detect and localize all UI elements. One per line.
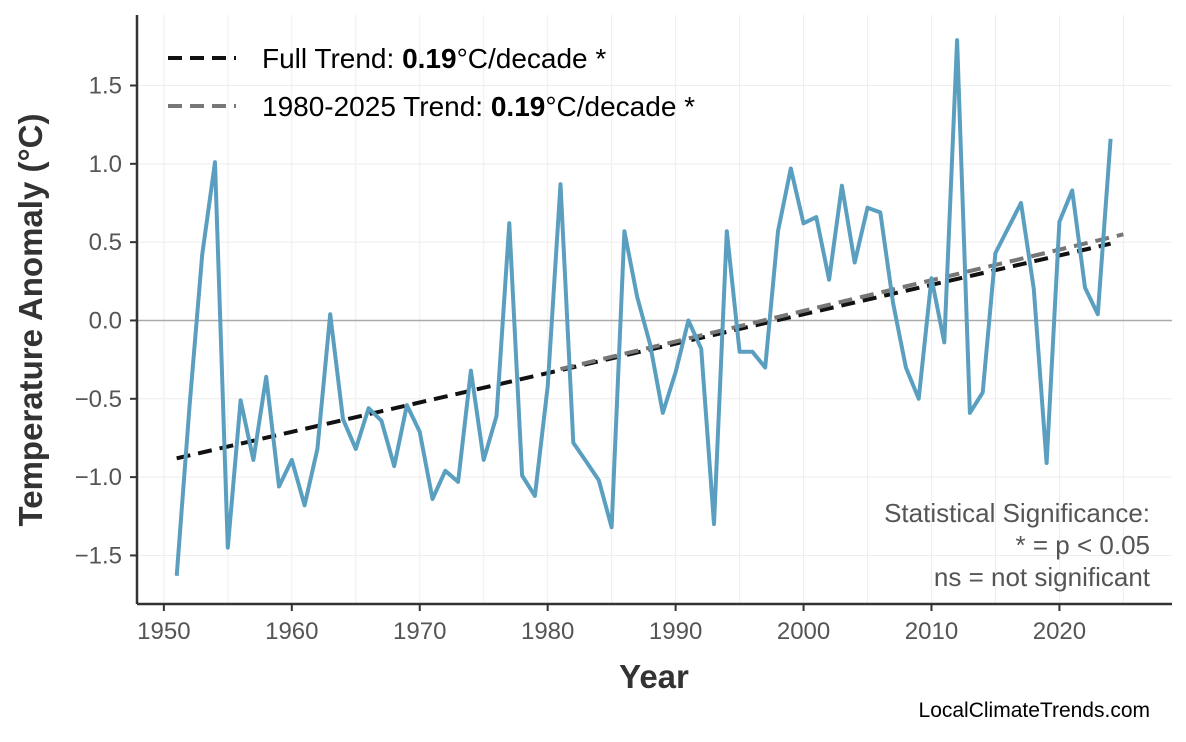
ticks: 1950 1960 1970 1980 1990 2000 2010 2020 −1.5 −1.0… <box>75 72 1087 645</box>
legend-label: Full Trend: 0.19°C/decade * <box>262 43 606 74</box>
grid <box>137 15 1172 604</box>
trend-line-full <box>176 241 1112 461</box>
legend: Full Trend: 0.19°C/decade * 1980-2025 Tre… <box>168 43 695 122</box>
note-line: * = p < 0.05 <box>1016 530 1150 560</box>
x-tick-label: 1990 <box>649 618 702 645</box>
series <box>174 38 1113 576</box>
x-tick-label: 1980 <box>521 618 574 645</box>
y-tick-label: 0.0 <box>89 307 122 334</box>
anomaly-line <box>174 38 1113 576</box>
y-tick-label: −1.0 <box>75 464 122 491</box>
credit: LocalClimateTrends.com <box>919 699 1150 722</box>
x-tick-label: 2000 <box>777 618 830 645</box>
y-tick-label: −0.5 <box>75 386 122 413</box>
x-tick-label: 2010 <box>905 618 958 645</box>
y-tick-label: 1.0 <box>89 151 122 178</box>
significance-note: Statistical Significance: * = p < 0.05 n… <box>884 498 1151 592</box>
legend-label: 1980-2025 Trend: 0.19°C/decade * <box>262 91 695 122</box>
x-tick-label: 2020 <box>1033 618 1086 645</box>
x-tick-label: 1960 <box>265 618 318 645</box>
note-line: ns = not significant <box>934 562 1151 592</box>
x-axis-label: Year <box>619 658 689 695</box>
trend-lines <box>176 232 1124 461</box>
y-tick-label: 1.5 <box>89 72 122 99</box>
axes <box>135 15 1172 606</box>
note-line: Statistical Significance: <box>884 498 1150 528</box>
x-tick-label: 1950 <box>137 618 190 645</box>
y-tick-label: −1.5 <box>75 542 122 569</box>
trend-line-recent <box>560 232 1124 371</box>
y-axis-label: Temperature Anomaly (°C) <box>12 114 49 527</box>
y-tick-label: 0.5 <box>89 229 122 256</box>
x-tick-label: 1970 <box>393 618 446 645</box>
